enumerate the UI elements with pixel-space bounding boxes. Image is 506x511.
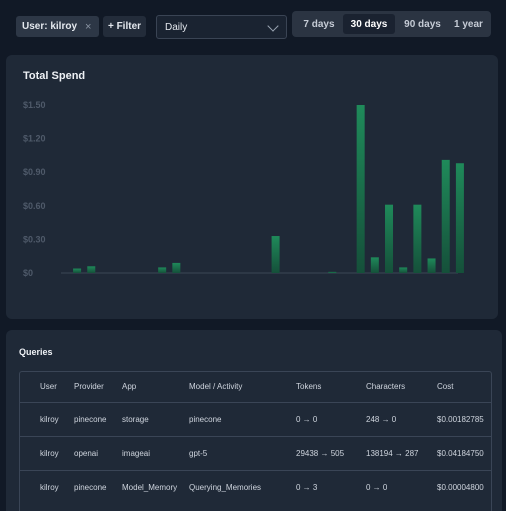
table-cell: 0 → 0 [290,401,360,436]
spend-bar[interactable] [73,268,82,273]
table-cell: $0.00182785 [431,401,491,436]
add-filter-button[interactable]: + Filter [103,16,146,37]
remove-filter-icon[interactable]: × [85,20,92,33]
table-cell: kilroy [20,435,68,470]
y-tick-label: $0 [23,268,33,278]
column-header[interactable]: Tokens [296,382,322,392]
column-header[interactable]: Model / Activity [189,382,243,392]
range-button-7-days[interactable]: 7 days [303,18,335,30]
chevron-down-icon [267,20,279,32]
table-cell: kilroy [20,401,68,436]
spend-bar[interactable] [455,163,464,273]
spend-bar[interactable] [441,159,450,273]
table-cell: openai [68,435,116,470]
y-tick-label: $0.90 [23,167,46,177]
table-cell: pinecone [68,401,116,436]
spend-bar[interactable] [328,271,337,273]
table-cell: storage [116,401,183,436]
table-cell: pinecone [183,401,290,436]
table-cell: kilroy [20,469,68,504]
y-tick-label: $1.50 [23,100,46,110]
queries-table-wrap: User Provider App Model / Activity Tokens Cha… [19,371,492,511]
table-cell: $0.00004800 [431,469,491,504]
spend-bar[interactable] [427,258,436,273]
table-row[interactable]: kilroy openai imageai gpt-5 29438 → 505 13819… [20,435,491,470]
table-cell: Querying_Memories [183,469,290,504]
spend-bar[interactable] [158,267,167,273]
table-cell: 248 → 0 [360,401,431,436]
queries-card: Queries User Provider App Model / Activity T… [6,330,502,511]
range-button-1-year[interactable]: 1 year [454,18,483,30]
spend-bar[interactable] [271,236,280,273]
table-cell: 0 → 0 [360,469,431,504]
granularity-value: Daily [165,21,188,33]
spend-bar[interactable] [356,105,365,273]
total-spend-card: $1.50 $1.20 $0.90 $0.60 $0.30 $0 Total Spend [6,55,498,319]
table-cell: gpt-5 [183,435,290,470]
column-header[interactable]: Characters [366,382,406,392]
table-row[interactable]: kilroy pinecone storage pinecone 0 → 0 248 → … [20,401,491,436]
chart-title: Total Spend [23,70,86,82]
range-button-90-days[interactable]: 90 days [404,18,441,30]
y-tick-label: $1.20 [23,134,46,144]
column-header[interactable]: Provider [74,382,104,392]
column-header[interactable]: Cost [437,382,454,392]
granularity-select[interactable]: Daily [156,15,287,39]
spend-bar[interactable] [413,204,422,273]
spend-chart: $1.50 $1.20 $0.90 $0.60 $0.30 $0 [23,100,464,278]
spend-bar[interactable] [370,257,379,273]
queries-title: Queries [19,347,53,357]
column-header[interactable]: User [40,382,57,392]
range-button-30-days[interactable]: 30 days [343,14,395,34]
queries-table: User Provider App Model / Activity Tokens Cha… [20,372,491,504]
spend-bar[interactable] [399,267,408,273]
spend-bar[interactable] [385,204,394,273]
user-filter-chip[interactable]: User: kilroy × [16,16,99,37]
date-range-group: 7 days 30 days 90 days 1 year [292,11,491,37]
table-cell: $0.04184750 [431,435,491,470]
spend-bar[interactable] [87,266,96,273]
y-tick-label: $0.60 [23,201,46,211]
table-cell: 138194 → 287 [360,435,431,470]
table-cell: imageai [116,435,183,470]
table-row[interactable]: kilroy pinecone Model_Memory Querying_Memor… [20,469,491,504]
user-filter-label: User: kilroy [22,21,78,32]
spend-bar[interactable] [172,262,181,273]
table-cell: Model_Memory [116,469,183,504]
filter-toolbar: User: kilroy × + Filter Daily 7 days 30 d… [0,0,506,46]
column-header[interactable]: App [122,382,137,392]
table-cell: 0 → 3 [290,469,360,504]
table-header-row: User Provider App Model / Activity Tokens Cha… [20,372,491,402]
table-cell: 29438 → 505 [290,435,360,470]
table-cell: pinecone [68,469,116,504]
y-tick-label: $0.30 [23,234,46,244]
